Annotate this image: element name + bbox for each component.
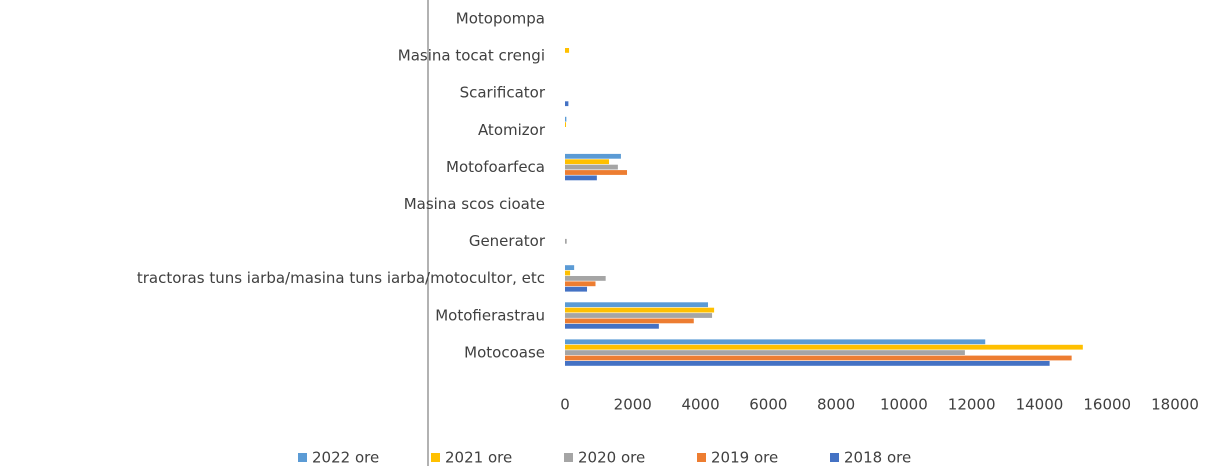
bar (565, 170, 628, 175)
bar (565, 238, 567, 244)
bar (565, 339, 986, 345)
bar (565, 175, 597, 181)
bar (565, 344, 1083, 350)
y-tick-label: Motofierastrau (435, 306, 545, 324)
legend-swatch (431, 453, 440, 462)
y-tick-label: Motocoase (464, 343, 545, 361)
legend-swatch (298, 453, 307, 462)
legend-label: 2021 ore (445, 449, 512, 466)
bar (565, 302, 709, 308)
bar (565, 318, 694, 324)
legend-swatch (564, 453, 573, 462)
bar (565, 48, 570, 53)
y-tick-label: Motopompa (456, 10, 545, 28)
bar (565, 281, 596, 287)
legend-swatch (697, 453, 706, 462)
y-tick-label: Generator (469, 232, 546, 250)
bar (565, 164, 618, 170)
legend-swatch (830, 453, 839, 462)
x-tick-label: 10000 (880, 396, 928, 414)
x-tick-label: 12000 (948, 396, 996, 414)
legend-label: 2022 ore (312, 449, 379, 466)
y-tick-label: Masina scos cioate (404, 195, 545, 213)
x-tick-label: 2000 (614, 396, 652, 414)
bar (565, 355, 1072, 361)
x-tick-label: 16000 (1083, 396, 1131, 414)
x-tick-label: 14000 (1016, 396, 1064, 414)
bar (565, 313, 713, 318)
y-tick-label: Atomizor (478, 121, 546, 139)
x-tick-label: 8000 (817, 396, 855, 414)
bar (565, 276, 606, 281)
x-tick-label: 0 (560, 396, 570, 414)
bar (565, 307, 715, 313)
bar (565, 116, 567, 122)
bar (565, 286, 588, 292)
legend-label: 2019 ore (711, 449, 778, 466)
bar (565, 323, 659, 329)
bar (565, 159, 610, 165)
y-tick-label: Masina tocat crengi (398, 47, 545, 65)
x-tick-label: 6000 (749, 396, 787, 414)
y-tick-label: Motofoarfeca (446, 158, 545, 176)
bar (565, 350, 965, 355)
bar (565, 101, 569, 107)
x-tick-label: 18000 (1151, 396, 1199, 414)
x-tick-label: 4000 (681, 396, 719, 414)
bar (565, 361, 1050, 366)
bar (565, 270, 571, 276)
y-tick-label: Scarificator (460, 84, 546, 102)
y-tick-label: tractoras tuns iarba/masina tuns iarba/m… (137, 269, 545, 287)
legend-label: 2018 ore (844, 449, 911, 466)
bar (565, 153, 621, 159)
bar (565, 122, 567, 127)
legend-label: 2020 ore (578, 449, 645, 466)
bar (565, 265, 575, 270)
